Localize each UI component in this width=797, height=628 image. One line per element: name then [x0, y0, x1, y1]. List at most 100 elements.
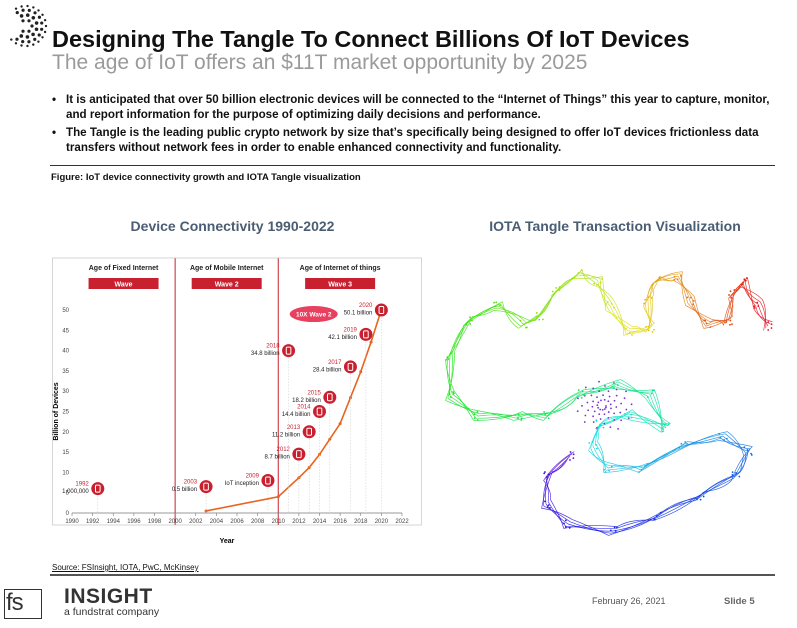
tangle-node [686, 296, 689, 299]
tangle-node [604, 385, 606, 387]
era-badge-label: Wave 2 [215, 282, 239, 289]
tangle-node [584, 414, 587, 417]
device-icon [292, 447, 306, 461]
tangle-edge [643, 305, 655, 324]
tangle-node [613, 399, 616, 402]
tangle-edge [727, 431, 744, 456]
tangle-edge [445, 351, 455, 401]
tangle-node [729, 290, 732, 293]
tangle-node [473, 413, 476, 416]
tangle-node [551, 290, 554, 293]
tangle-node [476, 411, 479, 413]
device-icon [374, 303, 388, 317]
tangle-node [604, 471, 607, 473]
chart-frame [52, 257, 422, 526]
tangle-edge [733, 448, 751, 479]
tangle-node [547, 473, 550, 476]
tangle-edge [720, 437, 751, 450]
device-icon [343, 360, 357, 374]
device-icon-glyph [347, 362, 354, 371]
tangle-node [592, 387, 595, 390]
tangle-edge [527, 319, 536, 321]
tangle-edge [565, 525, 616, 530]
bullet-item: The Tangle is the leading public crypto … [50, 125, 780, 155]
tangle-node [598, 380, 600, 383]
slide-date: February 26, 2021 [592, 596, 666, 606]
tangle-node [555, 287, 558, 289]
tangle-node [651, 283, 654, 286]
tangle-node [725, 437, 728, 440]
tangle-edge [547, 501, 567, 527]
tangle-node [545, 412, 548, 415]
tangle-node [609, 426, 612, 429]
logo-dot [40, 27, 44, 31]
tangle-node [597, 401, 600, 404]
era-label: Age of Internet of things [300, 265, 381, 272]
annotation-value: IoT inception [225, 481, 259, 487]
device-icon-glyph [265, 476, 271, 485]
tangle-node [599, 408, 602, 411]
tangle-edge [545, 478, 549, 502]
tangle-node [592, 415, 594, 418]
tangle-edge [451, 393, 477, 419]
tangle-edge [592, 445, 609, 469]
tangle-node [746, 448, 749, 451]
tangle-node [613, 386, 615, 389]
data-point [369, 340, 373, 344]
tangle-edge [497, 305, 524, 325]
tangle-node [544, 471, 546, 473]
logo-dot [19, 14, 24, 18]
annotation-year: 2018 [266, 344, 280, 350]
tangle-node [581, 404, 583, 407]
tangle-node [598, 390, 601, 393]
tangle-node [607, 416, 610, 419]
tangle-node [624, 413, 626, 415]
tangle-node [638, 471, 640, 473]
annotation-value: 34.8 billion [251, 351, 280, 357]
device-icon-glyph [363, 330, 369, 339]
device-icon-glyph [327, 393, 333, 402]
fs-logo-icon [4, 589, 42, 619]
tangle-node [452, 392, 455, 395]
divider [50, 165, 775, 166]
tangle-edge [544, 295, 553, 312]
device-icon [199, 480, 213, 494]
tangle-node [753, 305, 756, 308]
logo-dot [25, 13, 30, 17]
tangle-node [448, 393, 451, 396]
bullet-list: It is anticipated that over 50 billion e… [50, 92, 780, 158]
logo-dot [31, 32, 35, 37]
era-badge [88, 278, 159, 289]
tangle-edge [567, 523, 614, 532]
tangle-edge [552, 398, 576, 412]
era-badge-label: Wave [115, 282, 133, 289]
tangle-edge [615, 517, 656, 530]
tangle-node [593, 410, 596, 413]
tangle-edge [454, 391, 474, 421]
tangle-edge [608, 511, 663, 536]
logo-dot [21, 8, 25, 12]
device-icon [302, 425, 316, 439]
tangle-edge [543, 480, 551, 500]
tangle-edge [577, 273, 599, 282]
tangle-edge [753, 308, 773, 322]
logo-dot [34, 27, 39, 32]
tangle-edge [470, 307, 496, 320]
tangle-node [569, 459, 571, 461]
tangle-node [494, 305, 497, 307]
tangle-edge [685, 305, 713, 320]
slide-number: Slide 5 [724, 596, 755, 607]
annotation-year: 2003 [184, 480, 198, 486]
x-tick-label: 2004 [210, 519, 224, 525]
page-title: Designing The Tangle To Connect Billions… [52, 26, 690, 52]
x-axis-label: Year [220, 538, 235, 545]
tangle-node [525, 326, 527, 329]
tangle-edge [732, 281, 744, 295]
tangle-edge [445, 400, 483, 412]
logo-dot [43, 18, 47, 22]
logo-dot [31, 15, 36, 20]
y-tick-label: 45 [62, 328, 69, 334]
tangle-node [731, 473, 734, 476]
tangle-node [465, 323, 468, 326]
x-tick-label: 2012 [292, 519, 306, 525]
